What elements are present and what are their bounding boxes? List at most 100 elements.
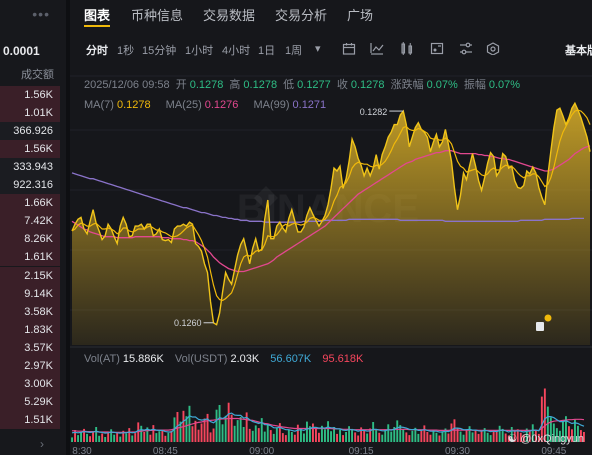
calendar-icon[interactable]: [342, 42, 356, 55]
volume-bar: [459, 431, 462, 442]
volume-bar: [525, 428, 528, 442]
timeframe-1w[interactable]: 1周: [285, 45, 303, 57]
volume-bar: [77, 435, 79, 442]
tab-active-indicator: [84, 25, 110, 27]
volume-bar: [104, 437, 107, 442]
volume-bar: [146, 427, 149, 442]
volume-bar: [432, 430, 435, 442]
legend-date: 2025/12/06 09:58: [84, 79, 170, 91]
volume-bar: [534, 429, 537, 442]
volume-bar: [583, 432, 585, 442]
volume-bar: [396, 420, 399, 442]
volume-bar: [236, 420, 239, 442]
chart-toolbar: 分时 1秒 15分钟 1小时 4小时 1日 1周 ▾ 基本版: [70, 36, 592, 60]
volume-bar: [435, 432, 438, 442]
volume-bar: [239, 417, 242, 442]
timeframe-1h[interactable]: 1小时: [185, 45, 214, 57]
trade-row: 3.58K: [0, 302, 60, 321]
trade-row: 8.26K: [0, 230, 60, 249]
timeframe-1d[interactable]: 1日: [258, 45, 276, 57]
volume-bar: [303, 433, 305, 442]
volume-bar: [357, 435, 360, 442]
trade-row: 1.01K: [0, 104, 60, 123]
volume-bar: [122, 430, 125, 442]
volume-bar: [86, 433, 88, 442]
template-icon[interactable]: [430, 42, 444, 55]
timeframe-1s[interactable]: 1秒: [117, 45, 135, 57]
hexagon-icon[interactable]: [486, 42, 500, 55]
volume-bar: [290, 432, 293, 442]
volume-bar: [152, 425, 155, 442]
wechat-icon: ☯: [507, 433, 518, 445]
chevron-down-icon[interactable]: ▾: [315, 43, 321, 55]
volume-legend: Vol(AT) 15.886K Vol(USDT) 2.03K 56.607K 95…: [84, 353, 364, 365]
volume-bar: [107, 431, 110, 442]
volume-bar: [504, 433, 507, 442]
timeframe-line[interactable]: 分时: [86, 45, 108, 57]
volume-bar: [167, 432, 170, 442]
volume-bar: [540, 396, 543, 442]
volume-bar: [315, 427, 317, 442]
volume-bar: [405, 432, 408, 442]
timeframe-15m[interactable]: 15分钟: [142, 45, 177, 57]
tab-coin-info[interactable]: 币种信息: [131, 8, 184, 23]
trade-row: 922.316: [0, 176, 60, 195]
volume-bar: [528, 431, 531, 442]
volume-bar: [375, 430, 378, 442]
volume-bar: [483, 428, 486, 442]
trade-row: 1.83K: [0, 320, 60, 339]
volume-bar: [351, 428, 353, 442]
tab-square[interactable]: 广场: [347, 8, 374, 23]
trade-row: 3.00K: [0, 374, 60, 393]
legend-ma7: 0.1278: [116, 99, 151, 111]
tab-chart[interactable]: 图表: [84, 8, 111, 23]
price-chart[interactable]: BINANCE0.12820.12608:3008:4509:0009:1509…: [70, 70, 592, 455]
volume-bar: [224, 415, 227, 442]
trade-row: 3.57K: [0, 338, 60, 357]
legend-open: 0.1278: [189, 79, 224, 91]
settings-icon[interactable]: [459, 42, 473, 55]
ohlc-legend: 2025/12/06 09:58 开 0.1278 高 0.1278 低 0.1277…: [84, 79, 521, 91]
volume-bar: [113, 434, 116, 442]
more-icon[interactable]: •••: [32, 6, 50, 22]
volume-bar: [272, 433, 275, 442]
x-tick-label: 09:15: [349, 446, 374, 455]
volume-bar: [568, 426, 570, 442]
left-panel: ••• 0.0001 成交额 1.56K 1.01K 366.926 1.56K 333…: [0, 0, 66, 455]
legend-vol-ma2: 95.618K: [322, 353, 364, 365]
chevron-right-icon[interactable]: ›: [40, 437, 44, 451]
volume-bar: [477, 433, 480, 442]
trade-row: 7.42K: [0, 212, 60, 231]
line-chart-icon[interactable]: [370, 42, 384, 55]
chart-area[interactable]: BINANCE0.12820.12608:3008:4509:0009:1509…: [70, 70, 592, 455]
volume-bar: [179, 421, 182, 442]
volume-bar: [423, 425, 426, 442]
volume-bar: [327, 421, 329, 442]
volume-bar: [393, 427, 396, 442]
trade-row: 1.61K: [0, 248, 60, 267]
volume-bar: [281, 433, 284, 442]
volume-bar: [456, 428, 459, 442]
volume-bar: [330, 431, 332, 442]
volume-bar: [80, 432, 82, 442]
volume-bar: [559, 430, 561, 442]
volume-bar: [134, 433, 137, 442]
volume-bar: [531, 424, 534, 442]
volume-bar: [155, 433, 158, 442]
x-tick-label: 08:45: [153, 446, 178, 455]
volume-bar: [543, 388, 546, 442]
tab-trade-data[interactable]: 交易数据: [203, 8, 256, 23]
legend-ma25: 0.1276: [204, 99, 239, 111]
timeframe-4h[interactable]: 4小时: [222, 45, 251, 57]
volume-bar: [336, 433, 338, 442]
indicator-icon[interactable]: [400, 42, 414, 55]
volume-bar: [339, 429, 341, 442]
volume-bar: [444, 428, 447, 442]
legend-ma99: 0.1271: [292, 99, 327, 111]
panel-divider: [66, 0, 70, 455]
volume-bar: [513, 431, 516, 442]
tab-trade-analysis[interactable]: 交易分析: [275, 8, 328, 23]
volume-bar: [176, 412, 179, 442]
basic-version-button[interactable]: 基本版: [565, 45, 592, 57]
legend-amplitude: 0.07%: [488, 79, 521, 91]
